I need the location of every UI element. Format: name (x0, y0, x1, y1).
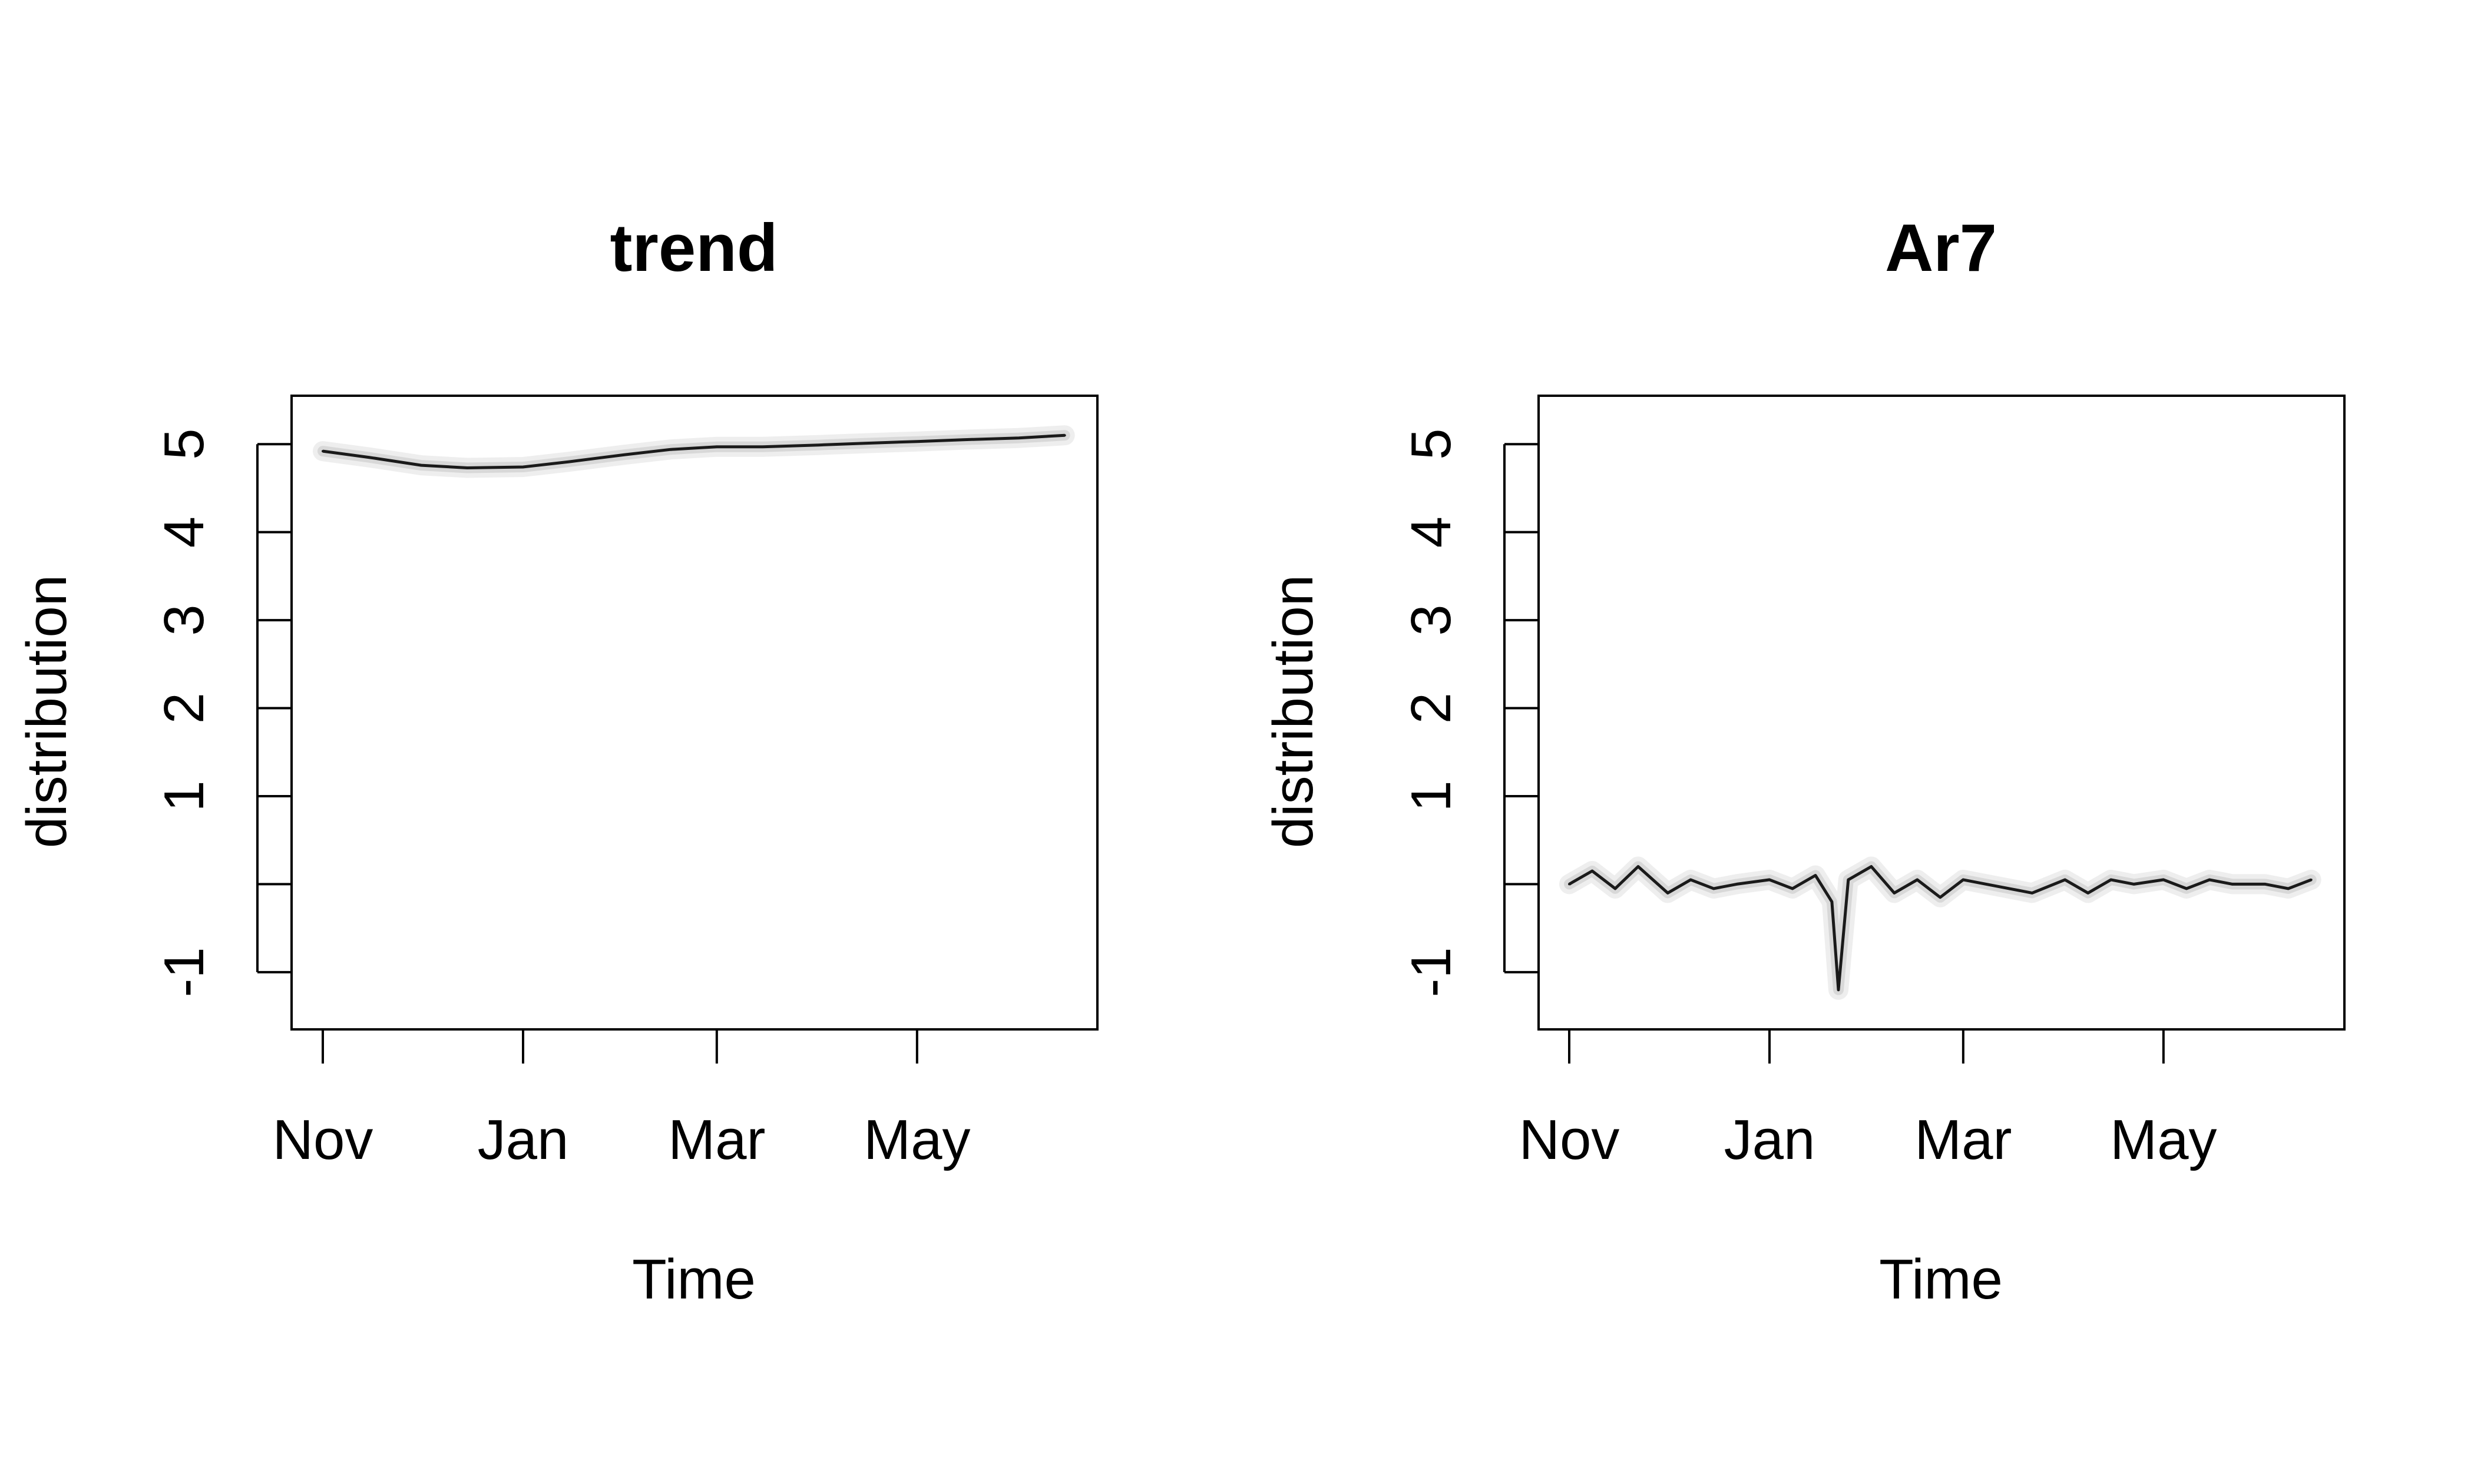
y-tick-label: -1 (1400, 947, 1463, 997)
y-tick-label: 5 (153, 428, 216, 459)
series-line (322, 433, 1065, 469)
y-tick-label: 3 (1400, 604, 1463, 635)
data-point (623, 453, 626, 456)
data-point (1893, 892, 1896, 895)
data-point (1916, 878, 1919, 881)
trend-panel: trend Time distribution -1 1 2 3 4 5 Nov Jan Mar… (15, 211, 1099, 1311)
data-point (715, 445, 718, 448)
x-tick-label: Jan (1724, 1108, 1815, 1171)
data-point (1666, 892, 1669, 895)
y-tick-label: 4 (153, 516, 216, 548)
data-point (1962, 878, 1964, 881)
data-point (1791, 887, 1794, 890)
data-point (1814, 874, 1817, 877)
y-tick-label: -1 (153, 947, 216, 997)
plot-frame (290, 395, 1099, 1031)
x-axis-label: Time (1879, 1248, 2003, 1311)
data-point (1837, 988, 1840, 991)
x-tick-label: May (864, 1108, 970, 1171)
data-point (2264, 883, 2267, 886)
plot-area: -1 1 2 3 4 5 Nov Jan Mar May (1400, 395, 2346, 1171)
data-point (2030, 892, 2033, 895)
data-point (1830, 900, 1833, 903)
data-point (1614, 887, 1617, 890)
data-point (761, 445, 764, 448)
y-axis-label: distribution (15, 575, 78, 848)
data-point (1870, 865, 1873, 868)
y-tick-label: 2 (1400, 693, 1463, 724)
data-point (669, 448, 672, 451)
chart-title: trend (610, 211, 778, 286)
data-point (1847, 878, 1850, 881)
data-point (2063, 878, 2066, 881)
x-tick-label: Mar (668, 1108, 765, 1171)
data-point (420, 464, 423, 467)
data-point (817, 443, 820, 446)
y-axis-label: distribution (1262, 575, 1325, 848)
x-tick-label: Mar (1914, 1108, 2012, 1171)
data-point (522, 466, 524, 469)
plot-area: -1 1 2 3 4 5 Nov Jan Mar May (153, 395, 1099, 1171)
data-point (863, 442, 866, 445)
data-point (466, 466, 469, 469)
data-point (1768, 878, 1771, 881)
chart-title: Ar7 (1885, 211, 1997, 286)
x-tick-label: Nov (1519, 1108, 1620, 1171)
data-point (1689, 878, 1692, 881)
data-point (368, 456, 371, 459)
data-point (1063, 434, 1066, 437)
data-point (1568, 883, 1570, 886)
plot-frame (1537, 395, 2346, 1031)
data-point (2185, 887, 2188, 890)
y-tick-label: 3 (153, 604, 216, 635)
x-tick-label: Nov (273, 1108, 373, 1171)
data-point (568, 461, 571, 463)
data-point (2208, 878, 2211, 881)
data-point (1591, 870, 1594, 872)
data-point (2231, 883, 2234, 886)
x-axis-label: Time (632, 1248, 756, 1311)
x-tick-label: Jan (478, 1108, 569, 1171)
data-point (2162, 878, 2165, 881)
y-tick-label: 1 (153, 780, 216, 811)
data-point (2287, 887, 2290, 890)
x-tick-label: May (2110, 1108, 2217, 1171)
data-point (2310, 878, 2313, 881)
data-point (2007, 887, 2010, 890)
y-tick-label: 1 (1400, 780, 1463, 811)
data-point (1637, 865, 1640, 868)
data-point (2109, 878, 2112, 881)
y-tick-label: 5 (1400, 428, 1463, 459)
y-tick-label: 2 (153, 693, 216, 724)
data-point (1017, 436, 1020, 439)
data-point (2132, 883, 2135, 886)
data-point (1985, 883, 1987, 886)
ar7-panel: Ar7 Time distribution -1 1 2 3 4 5 Nov Jan Mar Ma… (1262, 211, 2346, 1311)
y-tick-label: 4 (1400, 516, 1463, 548)
data-point (915, 440, 918, 443)
data-point (1712, 887, 1715, 890)
data-point (961, 438, 964, 441)
data-point (1735, 883, 1738, 886)
data-point (322, 450, 324, 453)
data-point (1939, 896, 1942, 899)
data-point (2086, 892, 2089, 895)
